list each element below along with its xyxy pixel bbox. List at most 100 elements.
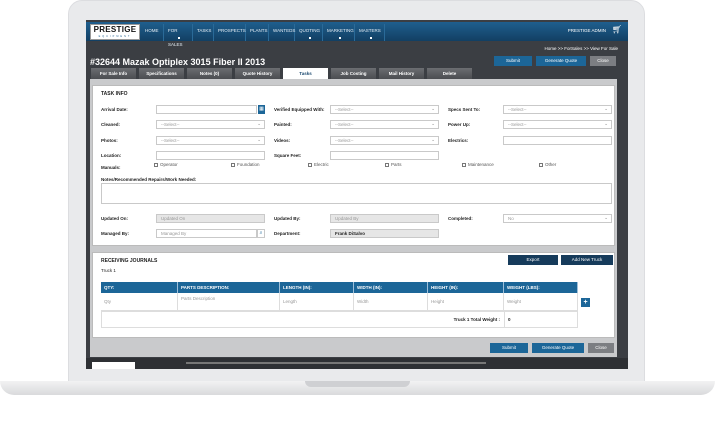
content-panel: TASK INFO Arrival Date: ▦ Verified Equippe… <box>90 79 617 357</box>
bottom-close-button[interactable]: Close <box>588 343 614 353</box>
specs-sent-label: Specs Sent To: <box>448 107 481 112</box>
managed-by-input[interactable]: Managed By <box>156 229 257 238</box>
power-up-select[interactable]: --Select-- <box>503 120 612 129</box>
electrics-input[interactable] <box>503 136 612 145</box>
tab-mail-history[interactable]: Mail History <box>379 68 424 79</box>
checkbox-icon[interactable] <box>462 162 466 167</box>
nav-item-masters[interactable]: Masters <box>355 24 385 41</box>
nav-item-prospects[interactable]: Prospects <box>214 24 246 41</box>
notes-textarea[interactable] <box>101 183 612 204</box>
export-button[interactable]: Export <box>508 255 558 265</box>
bottom-submit-button[interactable]: Submit <box>490 343 528 353</box>
footer <box>86 358 628 369</box>
updated-on-label: Updated On: <box>101 216 128 221</box>
task-info-card: TASK INFO Arrival Date: ▦ Verified Equippe… <box>92 85 615 246</box>
manual-checkbox-maintenance[interactable]: Maintenance <box>462 162 494 167</box>
tab-job-costing[interactable]: Job Costing <box>331 68 376 79</box>
truck-label: Truck 1 <box>101 268 116 273</box>
manuals-label: Manuals: <box>101 165 121 170</box>
total-weight-label: Truck 1 Total Weight : <box>453 317 500 322</box>
column-header-0: QTY: <box>101 282 178 293</box>
updated-on-input[interactable]: Updated On <box>156 214 265 223</box>
checkbox-label: Parts <box>391 162 402 167</box>
footer-text <box>186 362 486 364</box>
cleaned-label: Cleaned: <box>101 122 121 127</box>
manual-checkbox-foundation[interactable]: Foundation <box>231 162 260 167</box>
checkbox-icon[interactable] <box>308 162 312 167</box>
painted-label: Painted: <box>274 122 292 127</box>
tab-specifications[interactable]: Specifications <box>139 68 184 79</box>
checkbox-icon[interactable] <box>231 162 235 167</box>
manual-checkbox-parts[interactable]: Parts <box>385 162 402 167</box>
updated-by-input[interactable]: Updated By <box>330 214 439 223</box>
laptop-base <box>0 381 715 395</box>
arrival-date-input[interactable] <box>156 105 257 114</box>
user-menu[interactable]: PRESTIGE ADMIN <box>567 28 606 33</box>
qty-input[interactable]: Qty <box>101 293 178 311</box>
column-header-3: WIDTH (IN): <box>354 282 428 293</box>
tab-notes-0-[interactable]: Notes (0) <box>187 68 232 79</box>
nav-item-for-sales[interactable]: For Sales <box>164 24 193 47</box>
department-input[interactable]: Frank DiSalvo <box>330 229 439 238</box>
checkbox-label: Operator <box>160 162 178 167</box>
managed-by-label: Managed By: <box>101 231 130 236</box>
manual-checkbox-electric[interactable]: Electric <box>308 162 329 167</box>
notes-label: Notes/Recommended Repairs/Work Needed: <box>101 177 197 182</box>
dropdown-indicator-icon <box>338 37 341 39</box>
app-screen: PRESTIGE EQUIPMENT Home For Sales Tasks Pros… <box>86 20 628 369</box>
videos-select[interactable]: --Select-- <box>330 136 439 145</box>
nav-item-quoting[interactable]: Quoting <box>295 24 323 41</box>
total-divider <box>504 311 505 328</box>
width-input[interactable]: Width <box>354 293 428 311</box>
search-icon[interactable]: ⌕ <box>257 229 265 238</box>
logo[interactable]: PRESTIGE EQUIPMENT <box>90 24 140 40</box>
task-info-heading: TASK INFO <box>101 91 128 97</box>
photos-label: Photos: <box>101 138 118 143</box>
tab-tasks[interactable]: Tasks <box>283 68 328 79</box>
nav-item-home[interactable]: Home <box>141 24 164 41</box>
total-weight-value: 0 <box>508 317 511 322</box>
generate-quote-button[interactable]: Generate Quote <box>536 56 586 66</box>
checkbox-icon[interactable] <box>154 162 158 167</box>
nav-item-wanteds[interactable]: Wanteds <box>269 24 295 41</box>
specs-sent-select[interactable]: --Select-- <box>503 105 612 114</box>
weight-input[interactable]: Weight <box>504 293 578 311</box>
parts-description-input[interactable]: Parts Description <box>178 293 280 311</box>
cleaned-select[interactable]: --Select-- <box>156 120 265 129</box>
calendar-icon[interactable]: ▦ <box>258 105 265 114</box>
nav-item-tasks[interactable]: Tasks <box>193 24 214 41</box>
photos-select[interactable]: --Select-- <box>156 136 265 145</box>
nav-item-plants[interactable]: Plants <box>246 24 269 41</box>
videos-label: Videos: <box>274 138 291 143</box>
tab-for-sale-info[interactable]: For Sale Info <box>91 68 136 79</box>
height-input[interactable]: Height <box>428 293 504 311</box>
column-header-2: LENGTH (IN): <box>280 282 354 293</box>
dropdown-indicator-icon <box>178 37 180 39</box>
nav-item-marketing[interactable]: Marketing <box>323 24 355 41</box>
cart-icon[interactable]: 🛒︎ <box>611 25 622 34</box>
location-input[interactable] <box>156 151 265 160</box>
manual-checkbox-other[interactable]: Other <box>539 162 556 167</box>
submit-button[interactable]: Submit <box>494 56 532 66</box>
square-feet-input[interactable] <box>330 151 439 160</box>
verified-select[interactable]: --Select-- <box>330 105 439 114</box>
checkbox-icon[interactable] <box>385 162 389 167</box>
column-header-4: HEIGHT (IN): <box>428 282 504 293</box>
laptop-notch <box>305 381 410 387</box>
add-new-truck-button[interactable]: Add New Truck <box>561 255 613 265</box>
total-row <box>101 311 578 328</box>
add-row-button[interactable]: + <box>581 298 590 307</box>
length-input[interactable]: Length <box>280 293 354 311</box>
manual-checkbox-operator[interactable]: Operator <box>154 162 178 167</box>
completed-label: Completed: <box>448 216 473 221</box>
painted-select[interactable]: --Select-- <box>330 120 439 129</box>
checkbox-icon[interactable] <box>539 162 543 167</box>
bottom-generate-quote-button[interactable]: Generate Quote <box>532 343 584 353</box>
completed-select[interactable]: No <box>503 214 612 223</box>
dropdown-indicator-icon <box>369 37 372 39</box>
tab-delete[interactable]: Delete <box>427 68 472 79</box>
dropdown-indicator-icon <box>308 37 311 39</box>
tab-quote-history[interactable]: Quote History <box>235 68 280 79</box>
power-up-label: Power Up: <box>448 122 471 127</box>
close-button[interactable]: Close <box>590 56 616 66</box>
